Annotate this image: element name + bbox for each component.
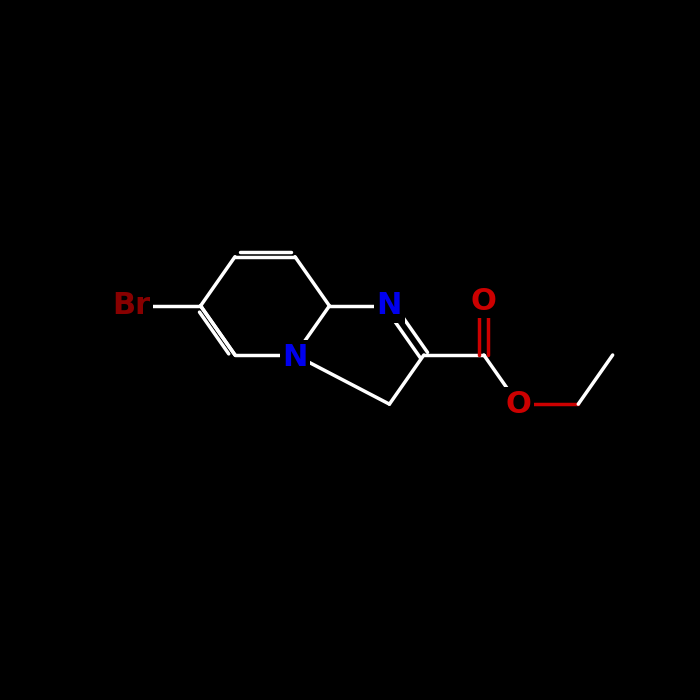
Text: O: O — [505, 390, 531, 419]
Text: N: N — [282, 342, 308, 372]
Text: Br: Br — [113, 291, 150, 321]
Text: N: N — [377, 291, 402, 321]
Text: O: O — [471, 286, 497, 316]
